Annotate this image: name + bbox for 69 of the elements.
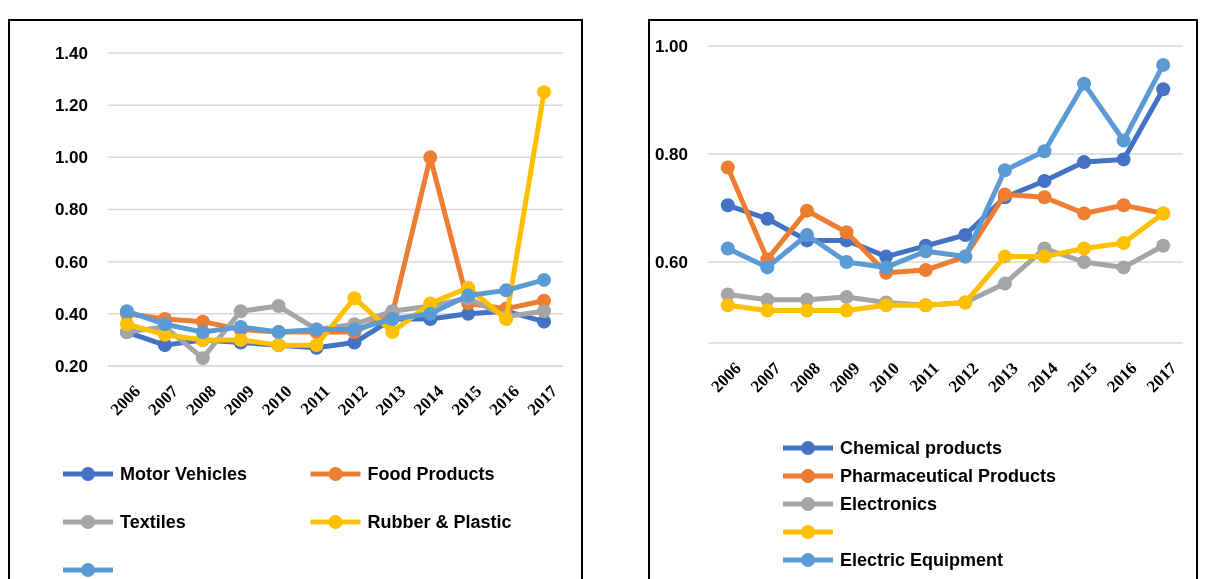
y-tick-label: 1.20: [54, 96, 88, 116]
point: [271, 299, 286, 314]
point: [233, 304, 248, 319]
y-tick-label: 0.60: [654, 252, 688, 272]
y-tick-label: 1.40: [54, 43, 88, 63]
point: [1077, 241, 1092, 256]
point: [1116, 260, 1131, 275]
y-tick-label: 1.00: [654, 36, 688, 56]
point: [195, 351, 210, 366]
point: [347, 291, 362, 306]
point: [1077, 76, 1092, 91]
point: [1077, 255, 1092, 269]
y-tick-label: 0.60: [54, 252, 88, 272]
y-tick-label: 0.40: [54, 304, 88, 324]
point: [1037, 190, 1052, 205]
point: [997, 249, 1012, 264]
point: [839, 303, 854, 318]
point: [195, 325, 210, 340]
y-tick-label: 1.00: [54, 148, 88, 168]
point: [1116, 133, 1131, 148]
point: [720, 160, 735, 175]
point: [720, 198, 735, 213]
legend-label: Food Products: [367, 464, 495, 485]
point: [1037, 174, 1052, 188]
point: [423, 150, 438, 165]
point: [720, 298, 735, 313]
point: [799, 228, 814, 242]
point: [1116, 152, 1131, 167]
point: [839, 225, 854, 240]
point: [1077, 206, 1092, 221]
point: [1037, 249, 1052, 264]
legend-label: Rubber & Plastic: [367, 512, 512, 533]
point: [499, 283, 514, 298]
point: [537, 304, 552, 319]
point: [918, 263, 933, 278]
y-tick-label: 0.20: [54, 356, 88, 376]
point: [385, 325, 400, 340]
legend-label: Textiles: [120, 512, 186, 533]
point: [1156, 57, 1171, 72]
point: [1156, 238, 1171, 253]
legend-label: Motor Vehicles: [120, 464, 248, 485]
legend-label: Pharmaceutical Products: [840, 466, 1057, 487]
point: [839, 255, 854, 269]
point: [537, 85, 552, 100]
point: [1116, 198, 1131, 213]
point: [799, 303, 814, 318]
point: [537, 272, 552, 287]
point: [839, 290, 854, 305]
point: [1037, 144, 1052, 159]
point: [799, 203, 814, 218]
point: [1156, 82, 1171, 97]
point: [720, 241, 735, 256]
point: [423, 306, 438, 321]
point: [1116, 236, 1131, 251]
legend-label: Chemical products: [840, 438, 1003, 459]
y-tick-label: 0.80: [54, 200, 88, 220]
point: [1077, 155, 1092, 170]
legend-label: Electric Equipment: [840, 550, 1004, 571]
point: [918, 244, 933, 259]
y-tick-label: 0.80: [654, 144, 688, 164]
point: [997, 276, 1012, 291]
point: [119, 317, 134, 332]
point: [997, 163, 1012, 178]
point: [760, 303, 775, 318]
point: [760, 260, 775, 275]
legend-label: Electronics: [840, 494, 938, 515]
point: [879, 260, 894, 275]
point: [958, 228, 973, 242]
point: [760, 211, 775, 226]
